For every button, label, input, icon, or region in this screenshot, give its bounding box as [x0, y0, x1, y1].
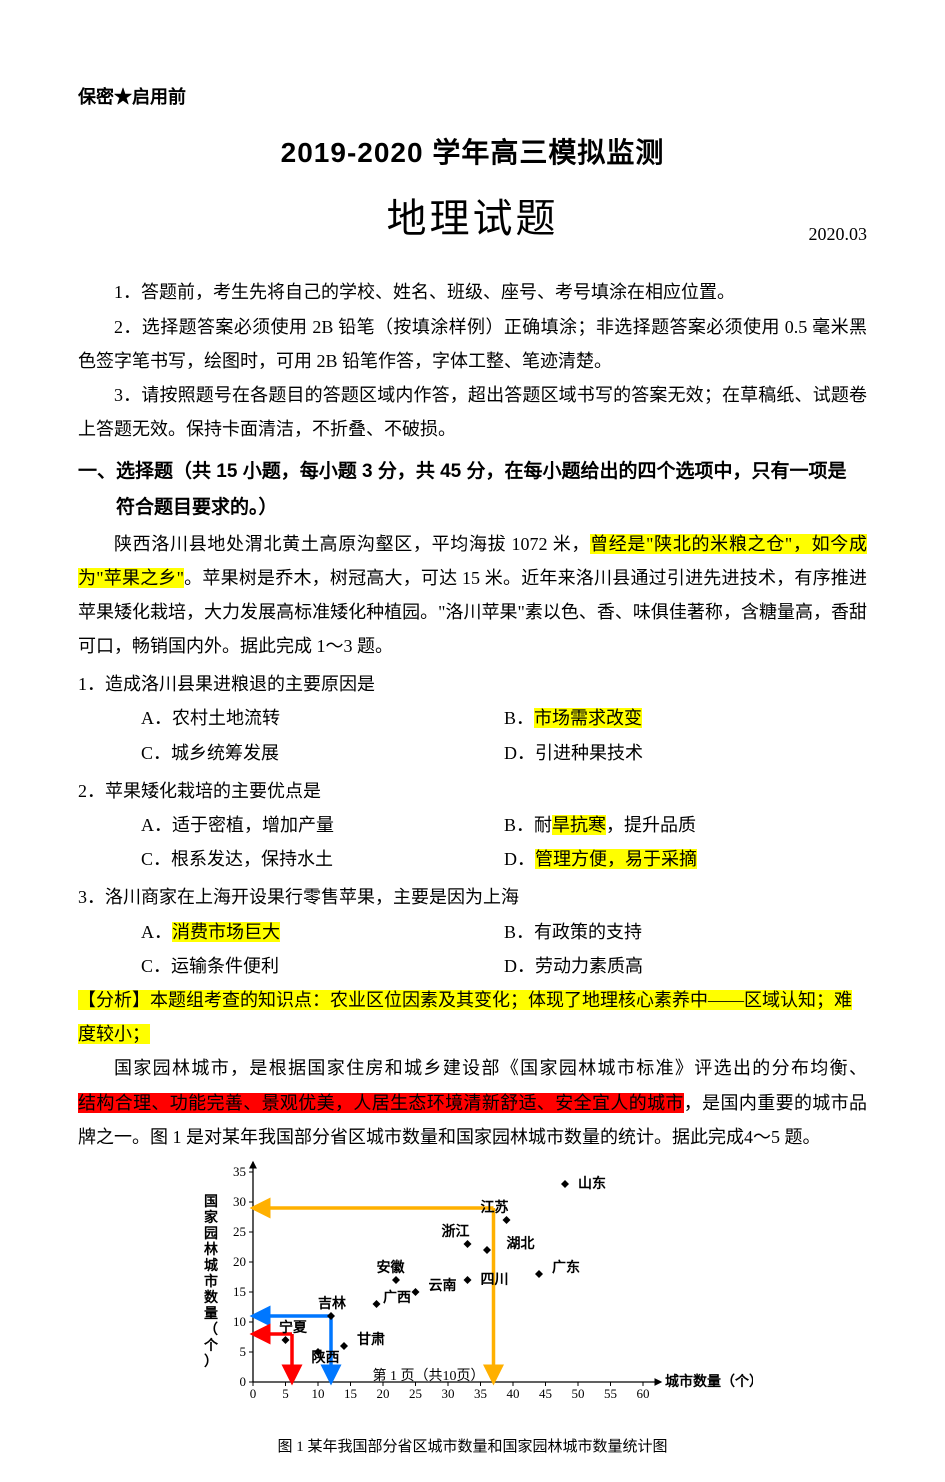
q2-options: A．适于密植，增加产量 B．耐旱抗寒，提升品质 C．根系发达，保持水土 D．管理…: [78, 808, 867, 876]
title-block: 2019-2020 学年高三模拟监测 地理试题 2020.03: [78, 126, 867, 257]
q2-opt-b: B．耐旱抗寒，提升品质: [504, 808, 867, 842]
title-date: 2020.03: [809, 217, 868, 251]
svg-text:30: 30: [233, 1194, 246, 1209]
svg-text:国: 国: [204, 1194, 218, 1210]
q3-a-pre: A．: [141, 922, 172, 942]
passage-2-red: 结构合理、功能完善、景观优美，人居生态环境清新舒适、安全宜人的城市: [78, 1093, 684, 1113]
q2-d-pre: D．: [504, 849, 535, 869]
svg-text:20: 20: [233, 1254, 246, 1269]
q2-b-post: ，提升品质: [606, 815, 696, 835]
q1-stem: 1．造成洛川县果进粮退的主要原因是: [78, 667, 867, 701]
svg-text:陕西: 陕西: [311, 1349, 339, 1366]
svg-text:45: 45: [539, 1386, 552, 1401]
svg-text:10: 10: [311, 1386, 324, 1401]
svg-text:园: 园: [204, 1226, 218, 1242]
section-1-head: 一、选择题（共 15 小题，每小题 3 分，共 45 分，在每小题给出的四个选项…: [78, 454, 867, 490]
svg-text:25: 25: [409, 1386, 422, 1401]
q2-opt-c: C．根系发达，保持水土: [141, 842, 504, 876]
svg-text:25: 25: [233, 1224, 246, 1239]
passage-2: 国家园林城市，是根据国家住房和城乡建设部《国家园林城市标准》评选出的分布均衡、结…: [78, 1051, 867, 1154]
svg-text:60: 60: [636, 1386, 649, 1401]
svg-text:江苏: 江苏: [480, 1199, 508, 1216]
svg-text:城: 城: [204, 1257, 218, 1274]
q3-opt-d: D．劳动力素质高: [504, 949, 867, 983]
passage-1-pre: 陕西洛川县地处渭北黄土高原沟壑区，平均海拔 1072 米，: [114, 534, 590, 554]
q1-opt-c: C．城乡统筹发展: [141, 736, 504, 770]
svg-text:35: 35: [474, 1386, 487, 1401]
q2-b-pre: B．耐: [504, 815, 552, 835]
svg-text:广西: 广西: [383, 1289, 411, 1306]
svg-text:四川: 四川: [480, 1272, 508, 1288]
q3-opt-b: B．有政策的支持: [504, 915, 867, 949]
section-1-head-b: 符合题目要求的。）: [78, 490, 867, 526]
svg-text:市: 市: [204, 1273, 218, 1290]
svg-text:30: 30: [441, 1386, 454, 1401]
q2-stem: 2．苹果矮化栽培的主要优点是: [78, 774, 867, 808]
passage-2-pre: 国家园林城市，是根据国家住房和城乡建设部《国家园林城市标准》评选出的分布均衡、: [114, 1058, 867, 1078]
svg-text:0: 0: [249, 1386, 256, 1401]
title-line1: 2019-2020 学年高三模拟监测: [78, 126, 867, 179]
q1-opt-b-pre: B．: [504, 708, 534, 728]
svg-text:55: 55: [604, 1386, 617, 1401]
svg-text:浙江: 浙江: [441, 1223, 469, 1240]
q2-d-hl: 管理方便，易于采摘: [535, 849, 697, 869]
instruction-1: 1．答题前，考生先将自己的学校、姓名、班级、座号、考号填涂在相应位置。: [78, 275, 867, 309]
svg-text:10: 10: [233, 1314, 246, 1329]
title-line2: 地理试题: [78, 181, 867, 257]
analysis: 【分析】本题组考查的知识点：农业区位因素及其变化；体现了地理核心素养中——区域认…: [78, 983, 867, 1051]
confidential-note: 保密★启用前: [78, 80, 867, 114]
svg-text:山东: 山东: [578, 1175, 606, 1192]
svg-text:5: 5: [282, 1386, 289, 1401]
svg-text:量: 量: [204, 1306, 218, 1322]
svg-text:湖北: 湖北: [506, 1236, 534, 1252]
svg-text:）: ）: [204, 1354, 218, 1370]
svg-text:个: 个: [203, 1337, 219, 1354]
svg-text:0: 0: [239, 1374, 246, 1389]
passage-2-post1: ，: [684, 1093, 702, 1113]
q1-opt-b-hl: 市场需求改变: [534, 708, 642, 728]
svg-text:云南: 云南: [428, 1277, 456, 1294]
svg-text:家: 家: [204, 1209, 219, 1226]
svg-text:第 1 页（共10页）: 第 1 页（共10页）: [372, 1367, 484, 1384]
scatter-chart: 0 5 10 15 20 25 30 35 40 45 50 55 60 0 5 10 15 20 25 30 35 城市…: [193, 1160, 753, 1420]
analysis-text: 【分析】本题组考查的知识点：农业区位因素及其变化；体现了地理核心素养中——区域认…: [78, 990, 852, 1044]
q3-opt-a: A．消费市场巨大: [141, 915, 504, 949]
q2-opt-d: D．管理方便，易于采摘: [504, 842, 867, 876]
instruction-3: 3．请按照题号在各题目的答题区域内作答，超出答题区域书写的答案无效；在草稿纸、试…: [78, 378, 867, 446]
svg-text:35: 35: [233, 1164, 246, 1179]
q1-opt-a: A．农村土地流转: [141, 701, 504, 735]
instruction-2: 2．选择题答案必须使用 2B 铅笔（按填涂样例）正确填涂；非选择题答案必须使用 …: [78, 310, 867, 378]
q1-opt-b: B．市场需求改变: [504, 701, 867, 735]
q1-options: A．农村土地流转 B．市场需求改变 C．城乡统筹发展 D．引进种果技术: [78, 701, 867, 769]
svg-text:林: 林: [204, 1241, 218, 1258]
figure-1: 0 5 10 15 20 25 30 35 40 45 50 55 60 0 5 10 15 20 25 30 35 城市…: [78, 1160, 867, 1462]
svg-text:甘肃: 甘肃: [357, 1331, 385, 1348]
svg-text:20: 20: [376, 1386, 389, 1401]
svg-text:15: 15: [233, 1284, 246, 1299]
q3-a-hl: 消费市场巨大: [172, 922, 280, 942]
q2-b-hl: 旱抗寒: [552, 815, 606, 835]
svg-text:5: 5: [239, 1344, 246, 1359]
svg-text:50: 50: [571, 1386, 584, 1401]
svg-text:广东: 广东: [552, 1259, 580, 1276]
passage-1: 陕西洛川县地处渭北黄土高原沟壑区，平均海拔 1072 米，曾经是"陕北的米粮之仓…: [78, 527, 867, 664]
svg-text:吉林: 吉林: [318, 1295, 346, 1312]
q2-opt-a: A．适于密植，增加产量: [141, 808, 504, 842]
svg-text:宁夏: 宁夏: [279, 1319, 308, 1336]
svg-text:15: 15: [344, 1386, 357, 1401]
svg-text:安徽: 安徽: [376, 1259, 405, 1276]
svg-text:城市数量（个）: 城市数量（个）: [665, 1373, 753, 1390]
passage-1-post: 。苹果树是乔木，树冠高大，可达 15 米。近年来洛川县通过引进先进技术，有序推进…: [78, 568, 867, 656]
figure-1-caption: 图 1 某年我国部分省区城市数量和国家园林城市数量统计图: [78, 1433, 867, 1462]
q3-stem: 3．洛川商家在上海开设果行零售苹果，主要是因为上海: [78, 880, 867, 914]
svg-text:40: 40: [506, 1386, 519, 1401]
svg-text:（: （: [204, 1322, 218, 1338]
q3-opt-c: C．运输条件便利: [141, 949, 504, 983]
svg-text:数: 数: [204, 1289, 219, 1306]
q1-opt-d: D．引进种果技术: [504, 736, 867, 770]
q3-options: A．消费市场巨大 B．有政策的支持 C．运输条件便利 D．劳动力素质高: [78, 915, 867, 983]
